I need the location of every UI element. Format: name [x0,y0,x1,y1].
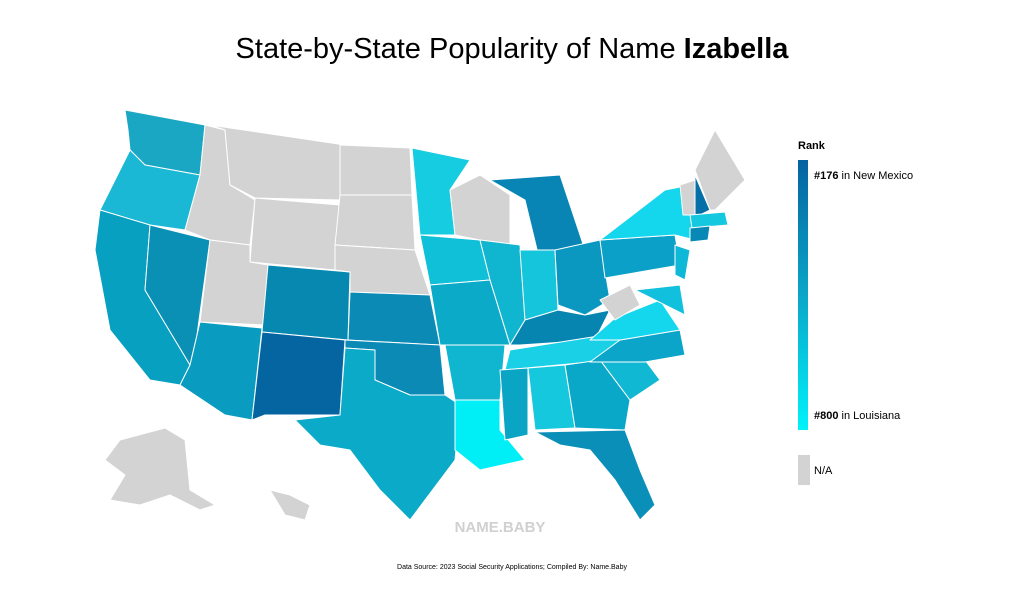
state [347,291,441,346]
state [334,194,416,251]
legend-na: N/A [814,465,833,477]
state [249,197,341,271]
title-name: Izabella [684,33,790,65]
state [599,234,681,279]
title: State-by-State Popularity of Name Izabel… [236,33,790,65]
legend: Rank #176 in New Mexico #800 in Louisian… [798,140,913,485]
legend-top: #176 in New Mexico [814,170,913,182]
state [689,225,711,243]
state [589,329,686,363]
state [454,399,526,471]
state [554,239,611,316]
state [251,331,346,421]
state [444,344,506,401]
state [509,309,611,346]
legend-heading: Rank [798,140,826,152]
state [679,179,696,216]
legend-bottom-state: in Louisiana [838,410,901,422]
state [261,264,351,341]
state [599,284,641,321]
state [674,244,691,281]
state [104,427,216,511]
state [589,299,681,341]
legend-na-swatch [798,455,810,485]
state [634,284,686,316]
title-text: State-by-State Popularity of Name [236,33,684,65]
state [269,489,311,521]
watermark: NAME.BABY [455,519,546,536]
legend-top-state: in New Mexico [838,170,913,182]
state [694,129,746,211]
state [689,211,729,229]
legend-bottom: #800 in Louisiana [814,410,901,422]
legend-bottom-rank: #800 [814,410,838,422]
state [519,249,559,321]
legend-top-rank: #176 [814,170,838,182]
legend-gradient [798,160,808,430]
state [339,144,413,196]
us-map [94,109,746,521]
state [499,367,529,441]
state [294,347,461,521]
state [534,429,656,521]
source: Data Source: 2023 Social Security Applic… [397,564,627,571]
state [419,234,491,286]
